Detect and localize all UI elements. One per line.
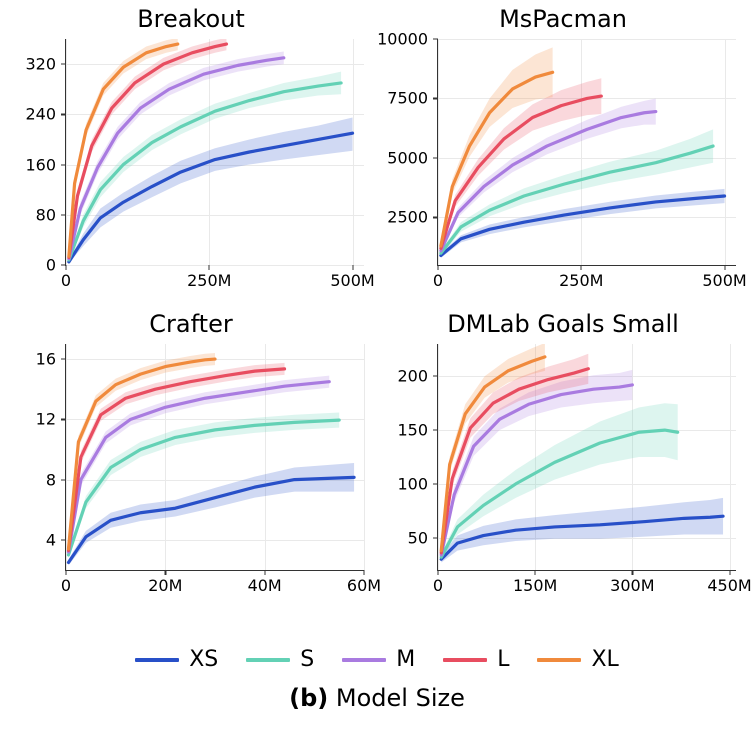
panel-breakout: Breakout0801602403200250M500M [10, 5, 372, 300]
legend-swatch [246, 658, 290, 662]
ytick-label: 8 [46, 470, 56, 489]
tick-mark-x [66, 570, 67, 575]
xtick-label: 500M [330, 271, 374, 290]
legend-item: M [342, 647, 415, 672]
legend-label: M [396, 647, 415, 672]
legend-label: XS [189, 647, 218, 672]
plot-svg [438, 39, 736, 265]
xtick-label: 20M [148, 576, 182, 595]
tick-mark-x [535, 570, 536, 575]
tick-mark-x [264, 570, 265, 575]
legend: XS S M L XL [0, 647, 754, 672]
caption-text: Model Size [336, 684, 465, 712]
panel-title: DMLab Goals Small [382, 310, 744, 338]
tick-mark-x [581, 265, 582, 270]
ytick-label: 16 [36, 350, 56, 369]
tick-mark-x [438, 570, 439, 575]
plot-area: 250050007500100000250M500M [437, 39, 736, 266]
xtick-label: 450M [707, 576, 751, 595]
panel-title: Breakout [10, 5, 372, 33]
xtick-label: 0 [433, 271, 443, 290]
tick-mark-x [724, 265, 725, 270]
ytick-label: 2500 [387, 208, 428, 227]
tick-mark-x [209, 265, 210, 270]
tick-mark-x [352, 265, 353, 270]
plot-svg [66, 39, 364, 265]
xtick-label: 60M [347, 576, 381, 595]
legend-swatch [443, 658, 487, 662]
tick-mark-x [729, 570, 730, 575]
legend-item: L [443, 647, 509, 672]
ytick-label: 4 [46, 530, 56, 549]
legend-label: L [497, 647, 509, 672]
legend-item: XL [537, 647, 618, 672]
legend-label: XL [591, 647, 618, 672]
ytick-label: 10000 [377, 30, 428, 49]
ytick-label: 80 [36, 205, 56, 224]
series-line [69, 44, 178, 256]
plot-svg [438, 344, 736, 570]
legend-swatch [135, 658, 179, 662]
ytick-label: 150 [397, 421, 428, 440]
gridline-h [66, 265, 364, 266]
ytick-label: 320 [25, 55, 56, 74]
panel-mspacman: MsPacman 250050007500100000250M500M [382, 5, 744, 300]
tick-mark-x [364, 570, 365, 575]
gridline-v [364, 344, 365, 570]
ytick-label: 12 [36, 410, 56, 429]
plot-svg [66, 344, 364, 570]
plot-area: 0801602403200250M500M [65, 39, 364, 266]
tick-mark-x [632, 570, 633, 575]
plot-area: 501001502000150M300M450M [437, 344, 736, 571]
ytick-label: 200 [397, 367, 428, 386]
legend-label: S [300, 647, 314, 672]
legend-item: S [246, 647, 314, 672]
ytick-label: 0 [46, 256, 56, 275]
xtick-label: 250M [559, 271, 603, 290]
ytick-label: 100 [397, 474, 428, 493]
ytick-label: 50 [408, 528, 428, 547]
panel-title: MsPacman [382, 5, 744, 33]
xtick-label: 300M [610, 576, 654, 595]
xtick-label: 40M [248, 576, 282, 595]
caption: (b) Model Size [0, 684, 754, 712]
legend-swatch [342, 658, 386, 662]
panel-crafter: Crafter 481216020M40M60M [10, 310, 372, 605]
tick-mark-x [165, 570, 166, 575]
xtick-label: 0 [433, 576, 443, 595]
xtick-label: 0 [61, 576, 71, 595]
tick-mark-x [438, 265, 439, 270]
tick-mark-x [66, 265, 67, 270]
plot-area: 481216020M40M60M [65, 344, 364, 571]
ytick-label: 240 [25, 105, 56, 124]
ytick-label: 160 [25, 155, 56, 174]
xtick-label: 250M [187, 271, 231, 290]
caption-prefix: (b) [289, 684, 328, 712]
xtick-label: 150M [513, 576, 557, 595]
panel-title: Crafter [10, 310, 372, 338]
panel-grid: Breakout0801602403200250M500MMsPacman250… [10, 5, 744, 605]
xtick-label: 500M [702, 271, 746, 290]
legend-item: XS [135, 647, 218, 672]
ytick-label: 7500 [387, 89, 428, 108]
legend-swatch [537, 658, 581, 662]
figure: Breakout0801602403200250M500MMsPacman250… [0, 0, 754, 734]
panel-dmlab: DMLab Goals Small 501001502000150M300M450… [382, 310, 744, 605]
xtick-label: 0 [61, 271, 71, 290]
ytick-label: 5000 [387, 148, 428, 167]
